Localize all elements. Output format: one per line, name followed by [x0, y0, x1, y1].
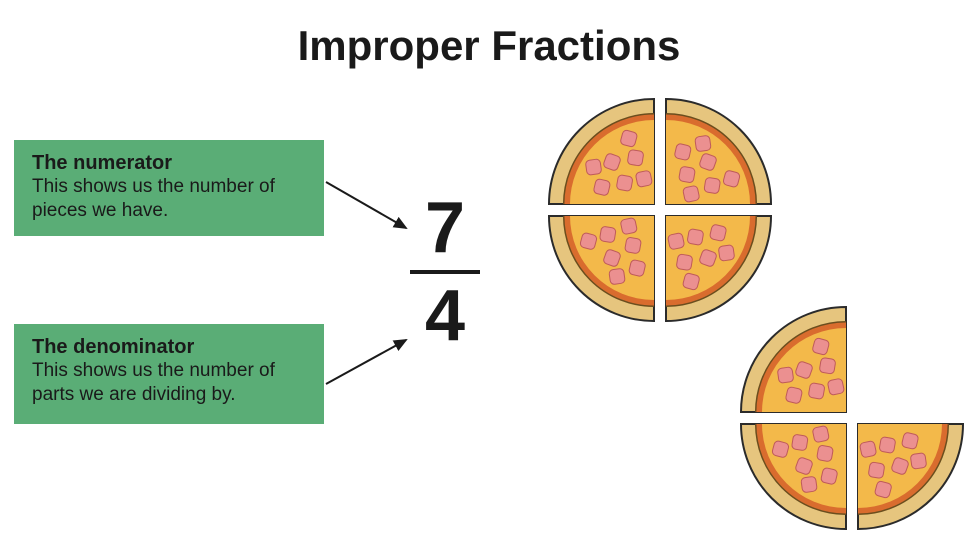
arrow-numerator	[326, 182, 406, 228]
pizza-full	[545, 95, 775, 325]
arrow-denominator	[326, 340, 406, 384]
pizza-partial	[737, 303, 967, 533]
